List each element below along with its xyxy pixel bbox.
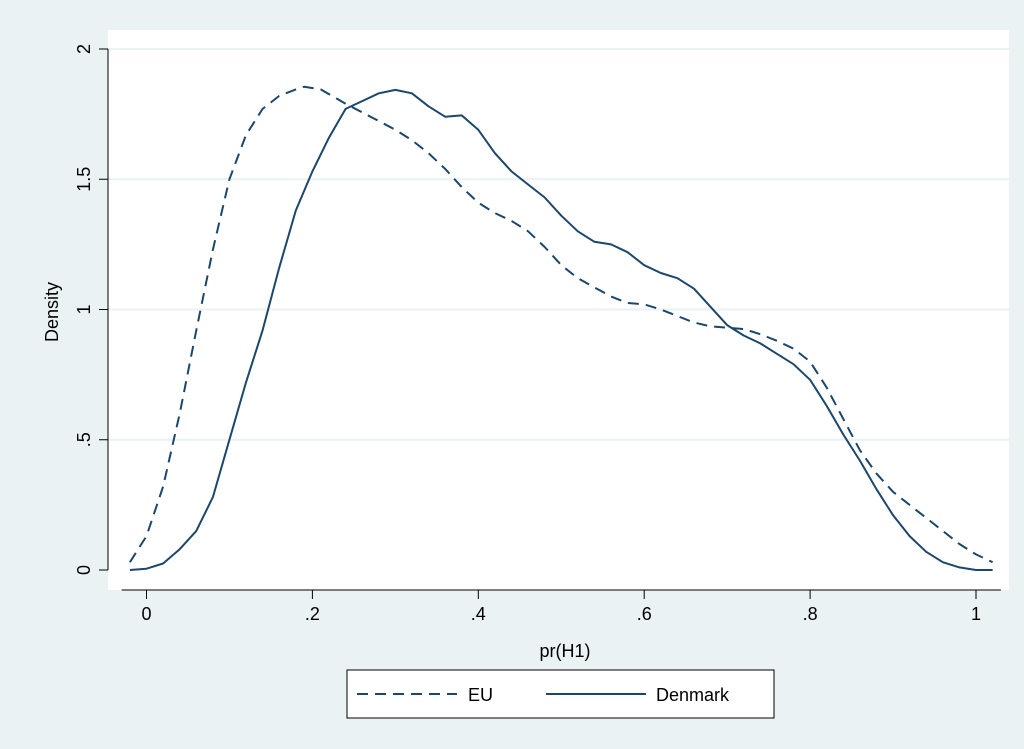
x-tick-label-5: 1 [971, 604, 981, 624]
y-tick-label-1: .5 [74, 432, 94, 447]
y-tick-label-0: 0 [74, 565, 94, 575]
legend: EU Denmark [346, 669, 775, 719]
x-tick-label-4: .8 [803, 604, 818, 624]
y-tick-label-4: 2 [74, 44, 94, 54]
legend-label-eu: EU [468, 685, 493, 705]
y-tick-label-3: 1.5 [74, 167, 94, 192]
x-tick-label-3: .6 [637, 604, 652, 624]
y-axis-label: Density [42, 282, 62, 342]
series-line-eu [129, 85, 994, 564]
legend-label-denmark: Denmark [656, 685, 730, 705]
axes: 0 .5 1 1.5 2 0 .2 .4 .6 .8 1 [74, 44, 1001, 624]
x-axis-label: pr(H1) [539, 641, 590, 661]
x-tick-label-2: .4 [471, 604, 486, 624]
gridlines [108, 48, 1009, 441]
y-tick-label-2: 1 [74, 304, 94, 314]
x-tick-label-0: 0 [141, 604, 151, 624]
series-line-denmark [129, 88, 993, 571]
x-tick-label-1: .2 [305, 604, 320, 624]
series-lines [129, 85, 994, 571]
